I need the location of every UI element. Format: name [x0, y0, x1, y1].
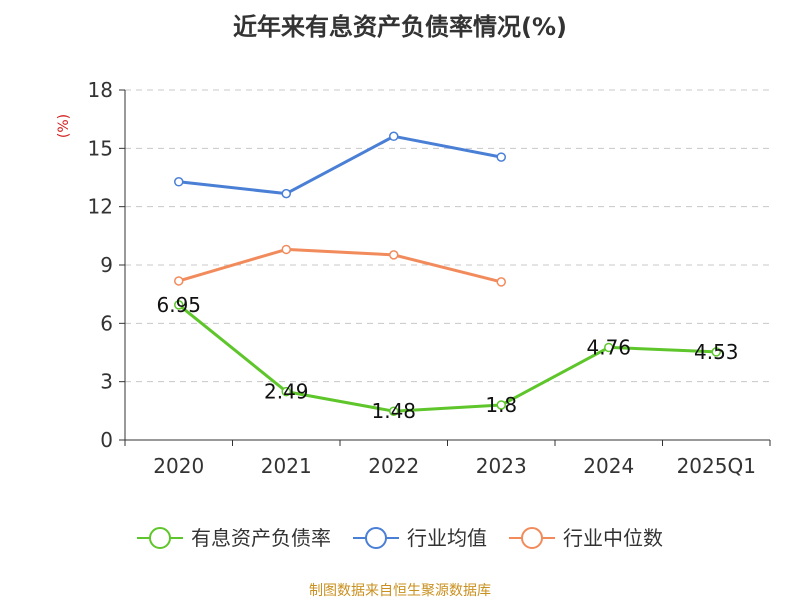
data-point: [711, 347, 721, 357]
series-line: [178, 134, 502, 196]
legend-marker: [521, 527, 543, 549]
x-tick-labels: 2020 2021 2022 2023 2024 2025Q1: [153, 454, 756, 478]
data-point: [281, 386, 291, 397]
data-label: 1.8: [485, 393, 517, 417]
legend-marker: [365, 527, 387, 549]
x-tick-label: 2021: [261, 454, 312, 478]
y-tick-label: 15: [88, 136, 113, 160]
legend-item: 有息资产负债率: [137, 526, 331, 550]
data-label: 6.95: [156, 293, 201, 317]
series-lines: [174, 131, 721, 416]
data-point: [496, 400, 506, 410]
gridlines: [125, 89, 770, 383]
data-point: [174, 276, 184, 286]
data-label: 2.49: [264, 380, 309, 404]
y-tick-label: 3: [100, 370, 113, 394]
axes: [119, 89, 771, 446]
legend: 有息资产负债率 行业均值 行业中位数: [137, 526, 663, 550]
x-tick-label: 2023: [476, 454, 527, 478]
legend-label: 有息资产负债率: [191, 526, 331, 550]
x-tick-label: 2024: [583, 454, 634, 478]
data-point: [281, 244, 291, 255]
y-axis-unit-label: (%): [56, 114, 72, 138]
x-tick-label: 2020: [153, 454, 204, 478]
data-point: [281, 188, 291, 199]
data-point: [604, 342, 614, 353]
y-tick-label: 18: [88, 78, 113, 102]
legend-item: 行业中位数: [509, 526, 663, 550]
legend-marker: [149, 527, 171, 549]
y-tick-label: 9: [100, 253, 113, 277]
series-line: [178, 247, 502, 284]
x-tick-label: 2022: [368, 454, 419, 478]
data-point: [496, 277, 506, 287]
y-tick-labels: 0 3 6 9 12 15 18: [88, 78, 113, 452]
data-point: [389, 250, 399, 260]
data-point: [174, 177, 184, 187]
x-tick-label: 2025Q1: [677, 454, 756, 478]
y-tick-label: 12: [88, 195, 113, 219]
legend-label: 行业中位数: [563, 526, 663, 550]
y-tick-label: 0: [100, 428, 113, 452]
data-point: [389, 131, 399, 142]
data-label: 1.48: [371, 399, 416, 423]
data-point: [174, 300, 184, 310]
y-tick-label: 6: [100, 311, 113, 335]
chart-title: 近年来有息资产负债率情况(%): [233, 13, 567, 41]
source-note: 制图数据来自恒生聚源数据库: [309, 583, 491, 599]
data-label: 4.53: [694, 340, 739, 364]
data-labels: 6.95 2.49 1.48 1.8 4.76 4.53: [156, 293, 738, 423]
data-point: [389, 406, 399, 416]
legend-label: 行业均值: [407, 526, 487, 550]
legend-item: 行业均值: [353, 526, 487, 550]
series-line: [177, 303, 717, 413]
data-point: [496, 152, 506, 162]
data-label: 4.76: [586, 335, 631, 359]
